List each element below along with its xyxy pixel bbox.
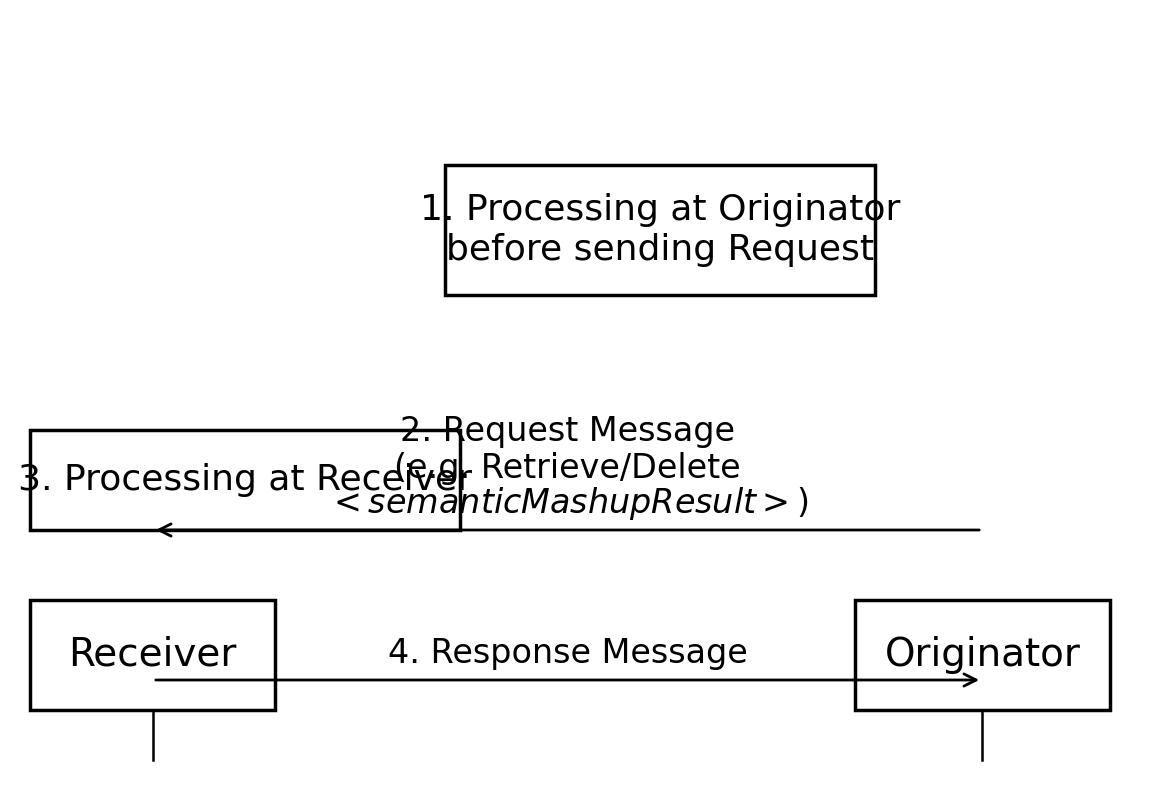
Text: (e.g. Retrieve/Delete: (e.g. Retrieve/Delete [394,452,741,484]
Bar [30,600,276,710]
Bar [445,165,875,295]
Text: $\mathit{<semanticMashupResult>}$): $\mathit{<semanticMashupResult>}$) [326,485,808,522]
Text: 4. Response Message: 4. Response Message [387,637,747,670]
Text: Originator: Originator [884,636,1080,674]
Text: 1. Processing at Originator
before sending Request: 1. Processing at Originator before sendi… [420,193,900,267]
Text: Receiver: Receiver [68,636,236,674]
Bar [30,430,460,530]
Bar [856,600,1110,710]
Text: 2. Request Message: 2. Request Message [400,414,734,447]
Text: 3. Processing at Receiver: 3. Processing at Receiver [18,463,472,497]
